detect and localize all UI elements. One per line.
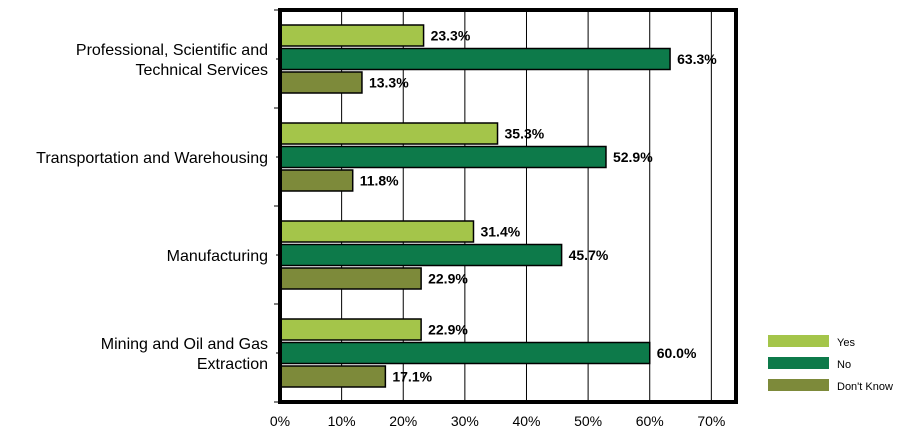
data-label-0-1: 35.3%	[505, 126, 545, 142]
bar-2-1	[280, 169, 354, 192]
data-label-2-3: 17.1%	[392, 369, 432, 385]
data-label-1-0: 63.3%	[677, 51, 717, 67]
legend-swatch-2	[768, 379, 829, 391]
bar-2-3	[280, 365, 387, 388]
bar-0-3	[280, 318, 422, 341]
data-label-2-1: 11.8%	[360, 173, 399, 189]
x-tick-label-20: 20%	[389, 413, 417, 429]
category-label-line: Professional, Scientific and	[76, 42, 268, 59]
x-tick-labels: 0% 10% 20% 30% 40% 50% 60% 70%	[270, 413, 725, 429]
data-label-1-2: 45.7%	[569, 247, 609, 263]
category-label-0: Professional, Scientific and Technical Se…	[76, 42, 268, 79]
category-label-line: Manufacturing	[167, 248, 268, 265]
x-tick-label-40: 40%	[512, 413, 540, 429]
x-tick-label-30: 30%	[451, 413, 479, 429]
grid-lines	[341, 10, 712, 402]
category-label-3: Mining and Oil and Gas Extraction	[101, 336, 268, 373]
legend-label-2: Don't Know	[837, 381, 893, 393]
data-labels: 23.3% 63.3% 13.3% 35.3% 52.9% 11.8% 31.4% 45.7%…	[360, 28, 718, 385]
bars-group	[280, 24, 671, 388]
data-label-0-2: 31.4%	[480, 224, 520, 240]
bar-1-3	[280, 341, 651, 365]
x-tick-label-60: 60%	[636, 413, 664, 429]
bar-1-2	[280, 243, 563, 267]
x-tick-label-0: 0%	[270, 413, 290, 429]
bar-0-1	[280, 122, 499, 145]
category-label-line: Mining and Oil and Gas	[101, 336, 268, 353]
x-tick-label-70: 70%	[697, 413, 725, 429]
data-label-0-0: 23.3%	[431, 28, 471, 44]
bar-2-2	[280, 267, 422, 290]
x-tick-label-10: 10%	[328, 413, 356, 429]
category-labels: Professional, Scientific and Technical Se…	[36, 42, 268, 373]
category-label-1: Transportation and Warehousing	[36, 150, 268, 167]
category-label-line: Technical Services	[136, 62, 269, 79]
x-tick-label-50: 50%	[574, 413, 602, 429]
plot-frame	[274, 8, 738, 404]
data-label-2-2: 22.9%	[428, 271, 468, 287]
data-label-1-3: 60.0%	[657, 345, 697, 361]
bar-0-0	[280, 24, 425, 47]
category-label-line: Extraction	[197, 356, 268, 373]
bar-0-2	[280, 220, 475, 243]
data-label-2-0: 13.3%	[369, 75, 409, 91]
bar-2-0	[280, 71, 363, 94]
category-label-line: Transportation and Warehousing	[36, 150, 268, 167]
legend: Yes No Don't Know	[768, 335, 893, 393]
legend-label-0: Yes	[837, 337, 855, 349]
legend-label-1: No	[837, 359, 851, 371]
legend-swatch-0	[768, 335, 829, 347]
category-label-2: Manufacturing	[167, 248, 268, 265]
data-label-0-3: 22.9%	[428, 322, 468, 338]
legend-swatch-1	[768, 357, 829, 369]
bar-1-1	[280, 145, 607, 169]
bar-1-0	[280, 47, 671, 71]
data-label-1-1: 52.9%	[613, 149, 653, 165]
